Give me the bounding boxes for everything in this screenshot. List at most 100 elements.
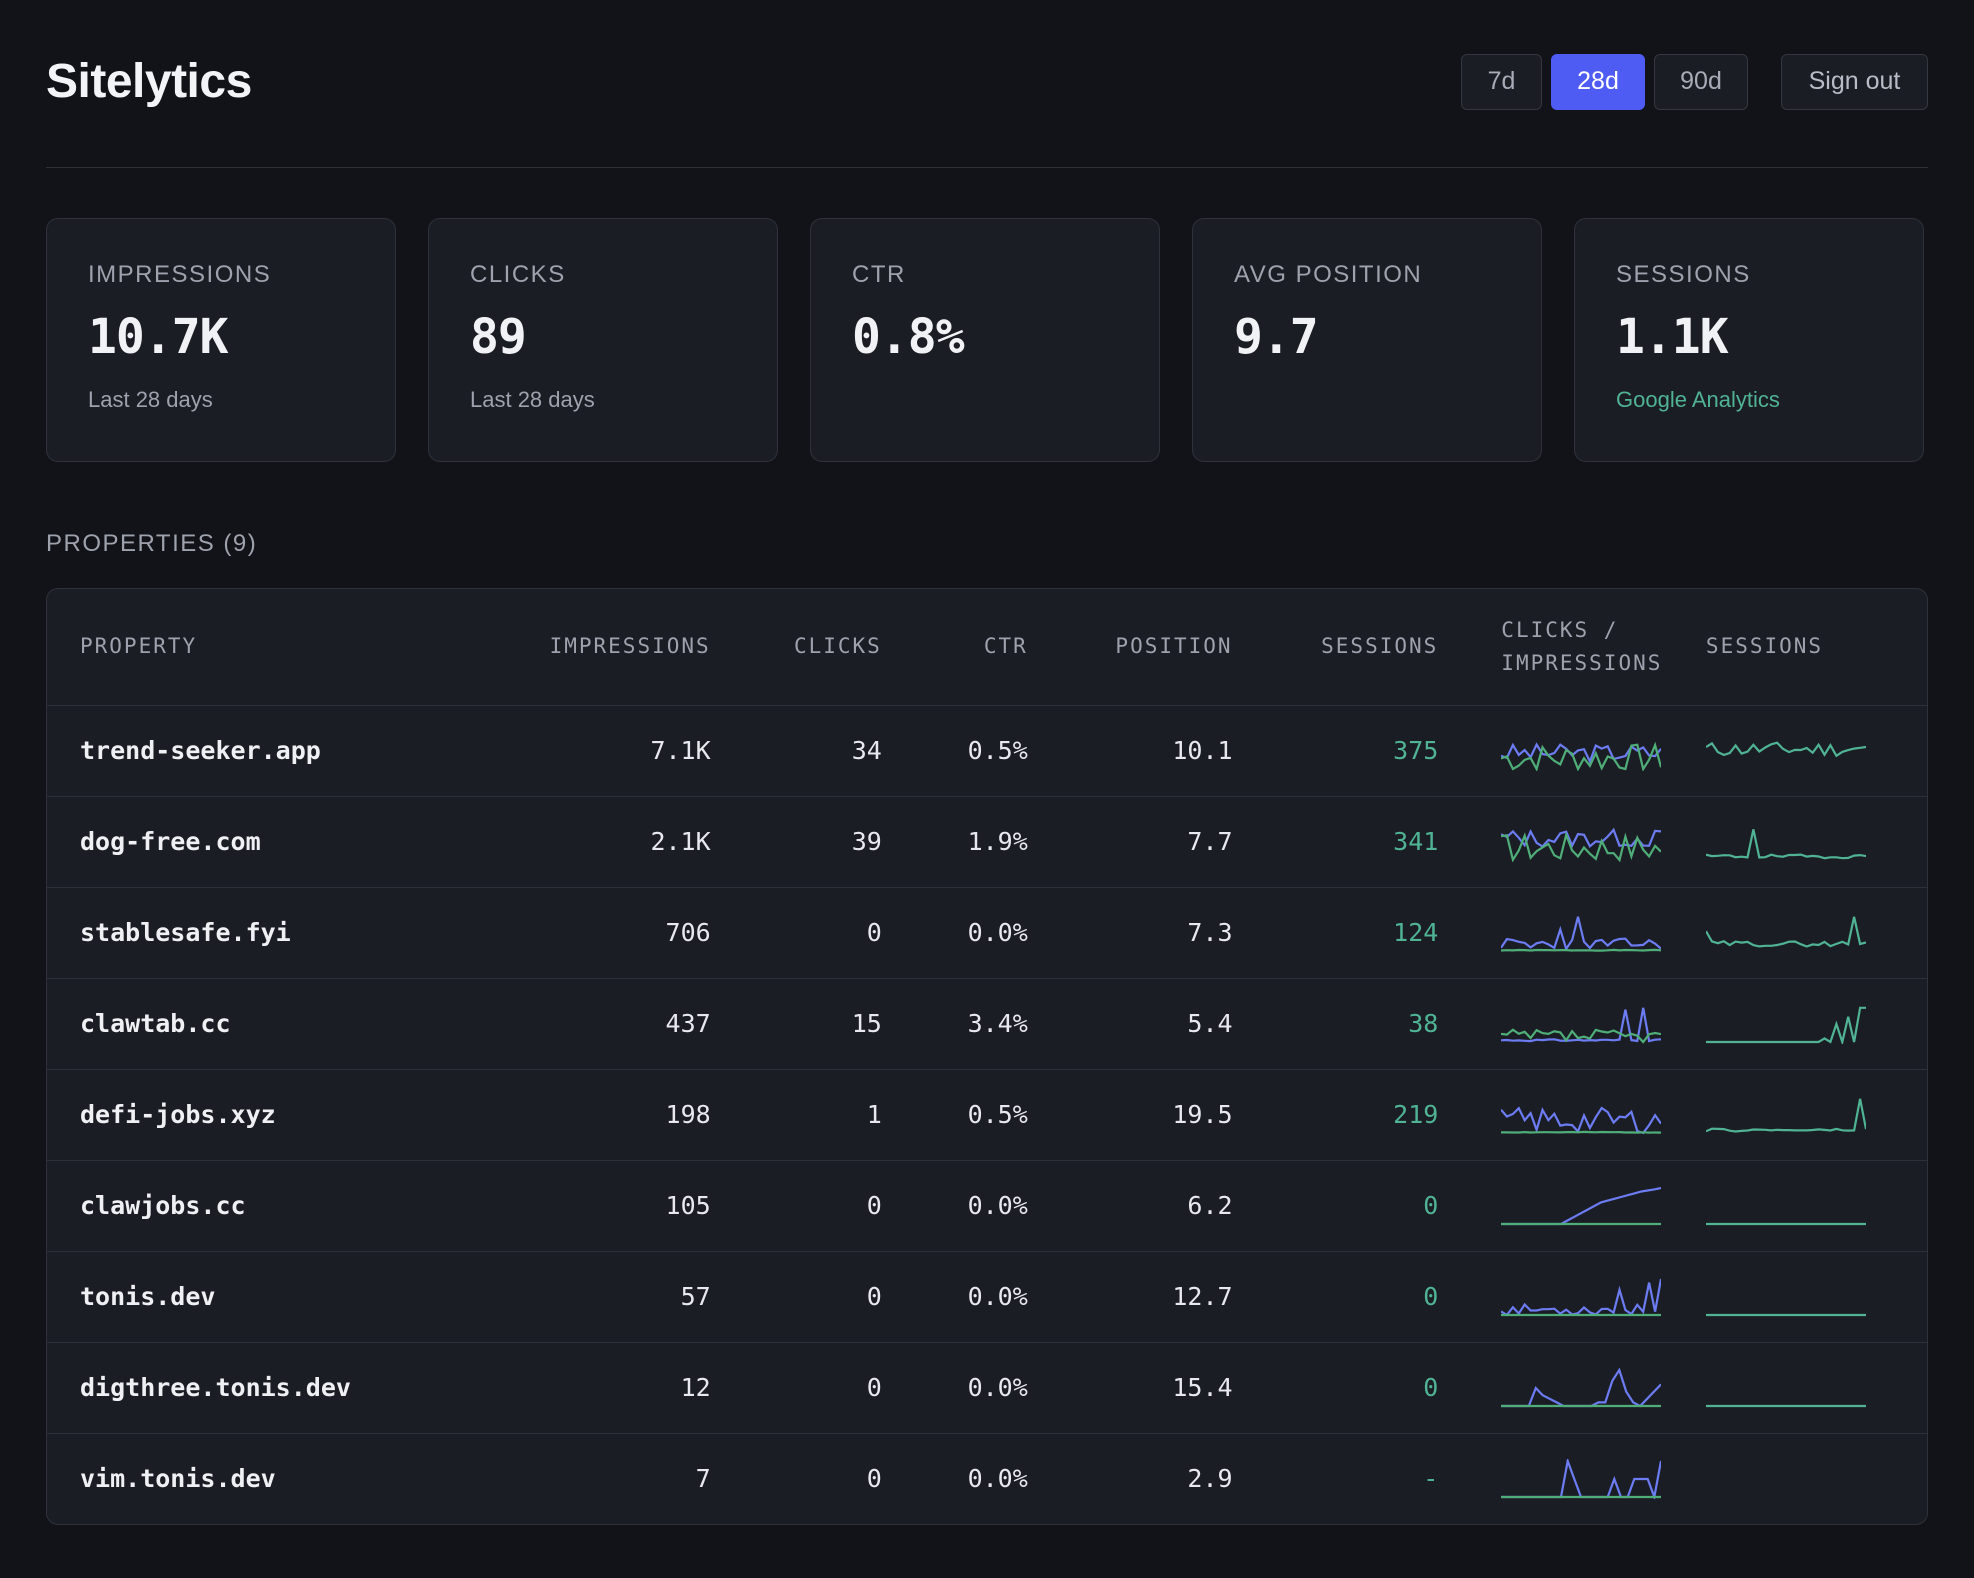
clicks-impressions-sparkline	[1438, 1251, 1667, 1342]
header-ctr[interactable]: CTR	[983, 634, 1028, 659]
kpi-value: 0.8%	[852, 309, 965, 365]
sparkline-svg	[1501, 1007, 1662, 1044]
cell-impressions: 57	[680, 1282, 711, 1311]
cell-impressions: 12	[680, 1373, 711, 1402]
cell-property[interactable]: digthree.tonis.dev	[80, 1373, 351, 1402]
sessions-sparkline	[1667, 705, 1927, 796]
cell-impressions: 706	[665, 918, 711, 947]
sessions-line	[1705, 740, 1866, 757]
kpi-card-ctr: CTR 0.8%	[810, 218, 1160, 462]
header-clicks-impressions-line1: CLICKS /	[1501, 617, 1619, 642]
table-row[interactable]: tonis.dev 57 0 0.0% 12.7 0	[47, 1251, 1927, 1342]
kpi-label: CTR	[852, 261, 906, 288]
header-position[interactable]: POSITION	[1115, 634, 1233, 659]
cell-position: 7.7	[1187, 827, 1233, 856]
clicks-impressions-sparkline	[1438, 1160, 1667, 1251]
cell-clicks: 0	[866, 1464, 882, 1494]
kpi-subtitle: Last 28 days	[470, 387, 595, 412]
sessions-line	[1705, 1098, 1866, 1133]
table-row[interactable]: clawtab.cc 437 15 3.4% 5.4 38	[47, 978, 1927, 1069]
table-row[interactable]: stablesafe.fyi 706 0 0.0% 7.3 124	[47, 887, 1927, 978]
sessions-sparkline	[1667, 978, 1927, 1069]
header-impressions[interactable]: IMPRESSIONS	[549, 634, 711, 659]
header-sessions-trend: SESSIONS	[1705, 634, 1824, 659]
cell-sessions: 124	[1393, 918, 1439, 947]
cell-ctr: 0.5%	[967, 736, 1028, 765]
cell-property[interactable]: clawjobs.cc	[80, 1191, 246, 1220]
header-property[interactable]: PROPERTY	[80, 634, 198, 659]
sparkline-svg	[1501, 827, 1662, 862]
cell-sessions: -	[1423, 1464, 1439, 1494]
header-sessions[interactable]: SESSIONS	[1321, 634, 1439, 659]
kpi-value: 10.7K	[88, 309, 229, 365]
sparkline-svg	[1501, 1105, 1662, 1134]
sparkline-svg	[1705, 740, 1866, 757]
cell-ctr: 0.0%	[967, 918, 1028, 947]
header-clicks[interactable]: CLICKS	[793, 634, 882, 659]
kpi-label: AVG POSITION	[1234, 261, 1423, 288]
cell-clicks: 0	[866, 1282, 882, 1311]
cell-impressions: 2.1K	[650, 827, 711, 856]
properties-heading: PROPERTIES (9)	[46, 530, 258, 557]
cell-ctr: 0.0%	[967, 1373, 1028, 1402]
cell-impressions: 7.1K	[650, 736, 711, 765]
cell-clicks: 0	[866, 918, 882, 947]
clicks-line	[1501, 830, 1662, 862]
table-row[interactable]: defi-jobs.xyz 198 1 0.5% 19.5 219	[47, 1069, 1927, 1160]
table-row[interactable]: clawjobs.cc 105 0 0.0% 6.2 0	[47, 1160, 1927, 1251]
clicks-line	[1501, 741, 1662, 771]
range-28d-button[interactable]: 28d	[1551, 53, 1645, 110]
impressions-line	[1501, 1278, 1662, 1316]
sessions-sparkline	[1667, 1433, 1927, 1524]
table-row[interactable]: vim.tonis.dev 7 0 0.0% 2.9 -	[47, 1433, 1927, 1524]
cell-position: 7.3	[1187, 918, 1233, 947]
sparkline-svg	[1501, 1278, 1662, 1316]
app-title: Sitelytics	[46, 55, 252, 108]
range-7d-button[interactable]: 7d	[1461, 53, 1542, 110]
cell-sessions: 0	[1423, 1282, 1439, 1311]
cell-property[interactable]: stablesafe.fyi	[80, 918, 291, 947]
sessions-sparkline	[1667, 1342, 1927, 1433]
cell-ctr: 0.5%	[967, 1100, 1028, 1129]
impressions-line	[1501, 741, 1662, 764]
clicks-line	[1501, 1027, 1662, 1044]
range-90d-button[interactable]: 90d	[1654, 53, 1748, 110]
cell-property[interactable]: clawtab.cc	[80, 1009, 231, 1038]
cell-property[interactable]: tonis.dev	[80, 1282, 216, 1311]
table-header-row: PROPERTY IMPRESSIONS CLICKS CTR POSITION…	[47, 589, 1927, 705]
sparkline-svg	[1705, 1313, 1866, 1316]
cell-property[interactable]: trend-seeker.app	[80, 736, 321, 765]
cell-position: 2.9	[1187, 1464, 1233, 1494]
kpi-label: CLICKS	[470, 261, 566, 288]
cell-property[interactable]: vim.tonis.dev	[80, 1464, 276, 1494]
dashboard-page: Sitelytics 7d 28d 90d Sign out IMPRESSIO…	[46, 53, 1928, 1525]
impressions-line	[1501, 827, 1662, 848]
header-controls: 7d 28d 90d Sign out	[1461, 53, 1928, 110]
cell-sessions: 341	[1393, 827, 1439, 856]
sessions-sparkline	[1667, 1251, 1927, 1342]
header-clicks-impressions: CLICKS / IMPRESSIONS	[1438, 589, 1667, 705]
sessions-sparkline	[1667, 887, 1927, 978]
impressions-line	[1501, 1186, 1662, 1225]
sparkline-svg	[1705, 828, 1866, 859]
cell-ctr: 0.0%	[967, 1282, 1028, 1311]
cell-clicks: 1	[866, 1100, 882, 1129]
cell-property[interactable]: defi-jobs.xyz	[80, 1100, 276, 1129]
clicks-impressions-sparkline	[1438, 1433, 1667, 1524]
kpi-label: SESSIONS	[1616, 261, 1751, 288]
cell-clicks: 0	[866, 1373, 882, 1402]
cell-sessions: 0	[1423, 1373, 1439, 1402]
sign-out-button[interactable]: Sign out	[1781, 53, 1928, 110]
table-row[interactable]: trend-seeker.app 7.1K 34 0.5% 10.1 375	[47, 705, 1927, 796]
sessions-line	[1705, 1006, 1866, 1044]
clicks-impressions-sparkline	[1438, 887, 1667, 978]
cell-property[interactable]: dog-free.com	[80, 827, 261, 856]
sessions-sparkline	[1667, 1160, 1927, 1251]
table-row[interactable]: dog-free.com 2.1K 39 1.9% 7.7 341	[47, 796, 1927, 887]
cell-position: 10.1	[1172, 736, 1233, 765]
table-row[interactable]: digthree.tonis.dev 12 0 0.0% 15.4 0	[47, 1342, 1927, 1433]
cell-impressions: 198	[665, 1100, 711, 1129]
kpi-value: 9.7	[1234, 309, 1319, 365]
kpi-cards: IMPRESSIONS 10.7K Last 28 days CLICKS 89…	[46, 218, 1928, 462]
table-body: trend-seeker.app 7.1K 34 0.5% 10.1 375 dog-fre…	[47, 705, 1927, 1524]
